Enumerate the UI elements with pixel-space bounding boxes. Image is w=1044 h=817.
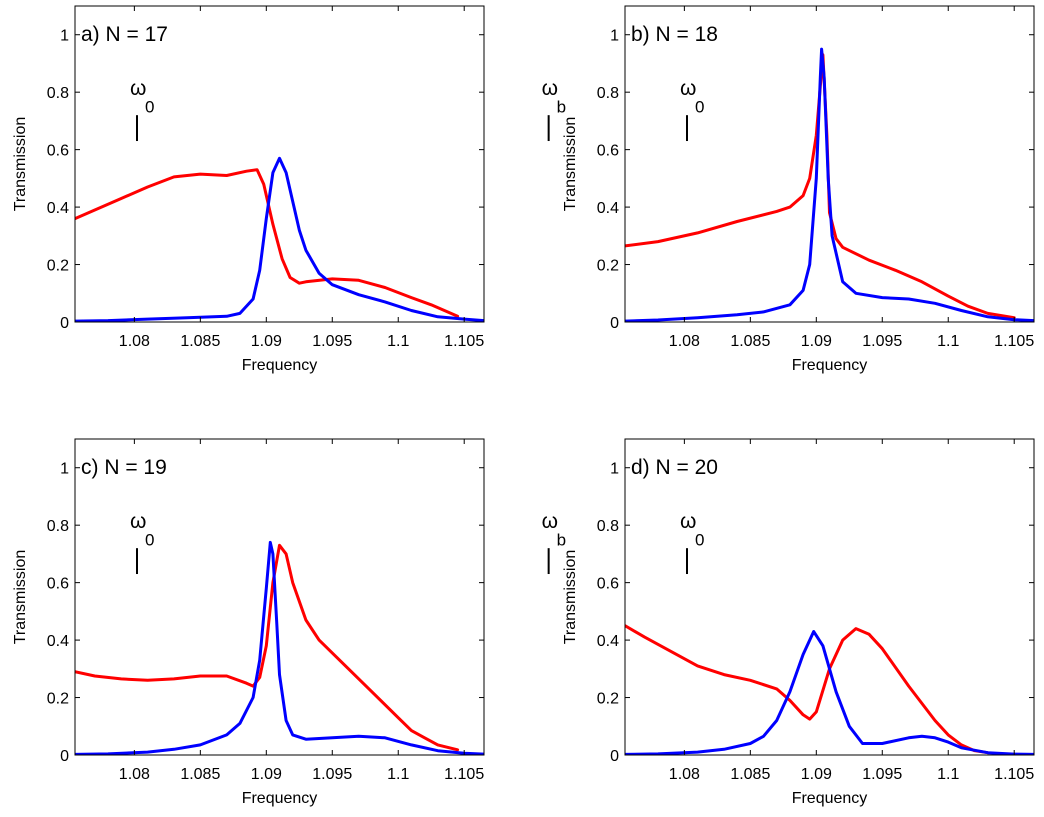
chart-0-series-0-line [75,168,460,318]
chart-1-xtick-label-1: 1.085 [730,333,770,350]
chart-3-ytick-label-2: 0.4 [597,633,619,650]
chart-3-xtick-label-5: 1.105 [994,766,1034,783]
chart-2-ytick-label-2: 0.4 [47,633,69,650]
chart-1-ytick-label-0: 0 [610,315,619,332]
chart-1: 1.08 1.085 1.09 1.095 1.1 1.105 0 0.2 0.4 0.6 0.8 1… [562,5,1035,374]
chart-2-panel-label: c) N = 19 [81,456,167,479]
chart-2-xtick-label-5: 1.105 [444,766,484,783]
chart-0-series-1-line [75,156,484,322]
chart-1-marker-0-subscript: 0 [695,97,704,116]
chart-0-ytick-label-0: 0 [60,315,69,332]
chart-0-ytick-label-4: 0.8 [47,85,69,102]
chart-0-xtick-label-0: 1.08 [119,333,150,350]
chart-0-xtick-label-5: 1.105 [444,333,484,350]
chart-0-xlabel: Frequency [242,357,318,374]
chart-0: 1.08 1.085 1.09 1.095 1.1 1.105 0 0.2 0.4 0.6 0.8 1… [12,5,566,374]
chart-2-axes-box [74,438,485,756]
chart-0-ytick-label-2: 0.4 [47,200,69,217]
chart-3-axes-box [624,438,1035,756]
chart-2-ytick-label-1: 0.2 [47,691,69,708]
chart-1-xlabel: Frequency [792,357,868,374]
chart-0-axes-box [74,5,485,323]
chart-1-ytick-label-5: 1 [610,28,619,45]
chart-2-xlabel: Frequency [242,790,318,807]
chart-3-series-0-line [625,624,990,755]
chart-2-ytick-label-4: 0.8 [47,518,69,535]
chart-1-xtick-label-0: 1.08 [669,333,700,350]
chart-3-panel-label: d) N = 20 [631,456,718,479]
chart-2-xtick-label-1: 1.085 [180,766,220,783]
chart-1-axes-box [624,5,1035,323]
chart-1-panel-label: b) N = 18 [631,23,718,46]
chart-3-xtick-label-3: 1.095 [862,766,902,783]
chart-0-xtick-label-3: 1.095 [312,333,352,350]
chart-2-marker-1-subscript: b [557,530,566,549]
chart-2-ytick-label-5: 1 [60,461,69,478]
chart-2-xtick-label-4: 1.1 [387,766,409,783]
chart-1-ytick-label-4: 0.8 [597,85,619,102]
chart-3-ytick-label-4: 0.8 [597,518,619,535]
chart-2-ytick-label-3: 0.6 [47,576,69,593]
chart-1-xtick-label-5: 1.105 [994,333,1034,350]
chart-3-ytick-label-0: 0 [610,748,619,765]
chart-3: 1.08 1.085 1.09 1.095 1.1 1.105 0 0.2 0.4 0.6 0.8 1… [562,438,1035,807]
chart-2: 1.08 1.085 1.09 1.095 1.1 1.105 0 0.2 0.4 0.6 0.8 1… [12,438,566,807]
chart-3-xlabel: Frequency [792,790,868,807]
chart-3-xtick-label-0: 1.08 [669,766,700,783]
chart-1-xtick-label-2: 1.09 [801,333,832,350]
chart-0-marker-1-subscript: b [557,97,566,116]
chart-3-xtick-label-4: 1.1 [937,766,959,783]
chart-2-xtick-label-2: 1.09 [251,766,282,783]
chart-1-series-1-line [625,47,1034,322]
chart-0-xtick-label-4: 1.1 [387,333,409,350]
chart-1-xtick-label-3: 1.095 [862,333,902,350]
chart-2-marker-0-label: ω [130,510,146,533]
chart-3-marker-0-label: ω [680,510,696,533]
chart-1-ytick-label-2: 0.4 [597,200,619,217]
chart-0-xtick-label-2: 1.09 [251,333,282,350]
chart-0-marker-1-label: ω [542,77,558,100]
chart-0-ylabel: Transmission [12,117,29,212]
chart-3-ytick-label-5: 1 [610,461,619,478]
chart-0-marker-0-label: ω [130,77,146,100]
chart-1-marker-0-label: ω [680,77,696,100]
chart-1-ylabel: Transmission [562,117,579,212]
chart-1-ytick-label-1: 0.2 [597,258,619,275]
chart-2-ylabel: Transmission [12,550,29,645]
chart-2-marker-1-label: ω [542,510,558,533]
chart-3-xtick-label-1: 1.085 [730,766,770,783]
chart-2-series-0-line [75,543,460,752]
chart-3-series-1-line [625,630,1034,755]
chart-0-ytick-label-3: 0.6 [47,143,69,160]
chart-2-marker-0-subscript: 0 [145,530,154,549]
chart-3-marker-0-subscript: 0 [695,530,704,549]
chart-0-ytick-label-1: 0.2 [47,258,69,275]
chart-0-panel-label: a) N = 17 [81,23,168,46]
chart-1-xtick-label-4: 1.1 [937,333,959,350]
chart-3-ylabel: Transmission [562,550,579,645]
chart-0-xtick-label-1: 1.085 [180,333,220,350]
chart-2-series-1-line [75,540,484,755]
chart-0-marker-0-subscript: 0 [145,97,154,116]
chart-2-ytick-label-0: 0 [60,748,69,765]
chart-1-ytick-label-3: 0.6 [597,143,619,160]
chart-2-xtick-label-3: 1.095 [312,766,352,783]
chart-0-ytick-label-5: 1 [60,28,69,45]
chart-3-ytick-label-1: 0.2 [597,691,619,708]
chart-2-xtick-label-0: 1.08 [119,766,150,783]
chart-3-ytick-label-3: 0.6 [597,576,619,593]
chart-3-xtick-label-2: 1.09 [801,766,832,783]
